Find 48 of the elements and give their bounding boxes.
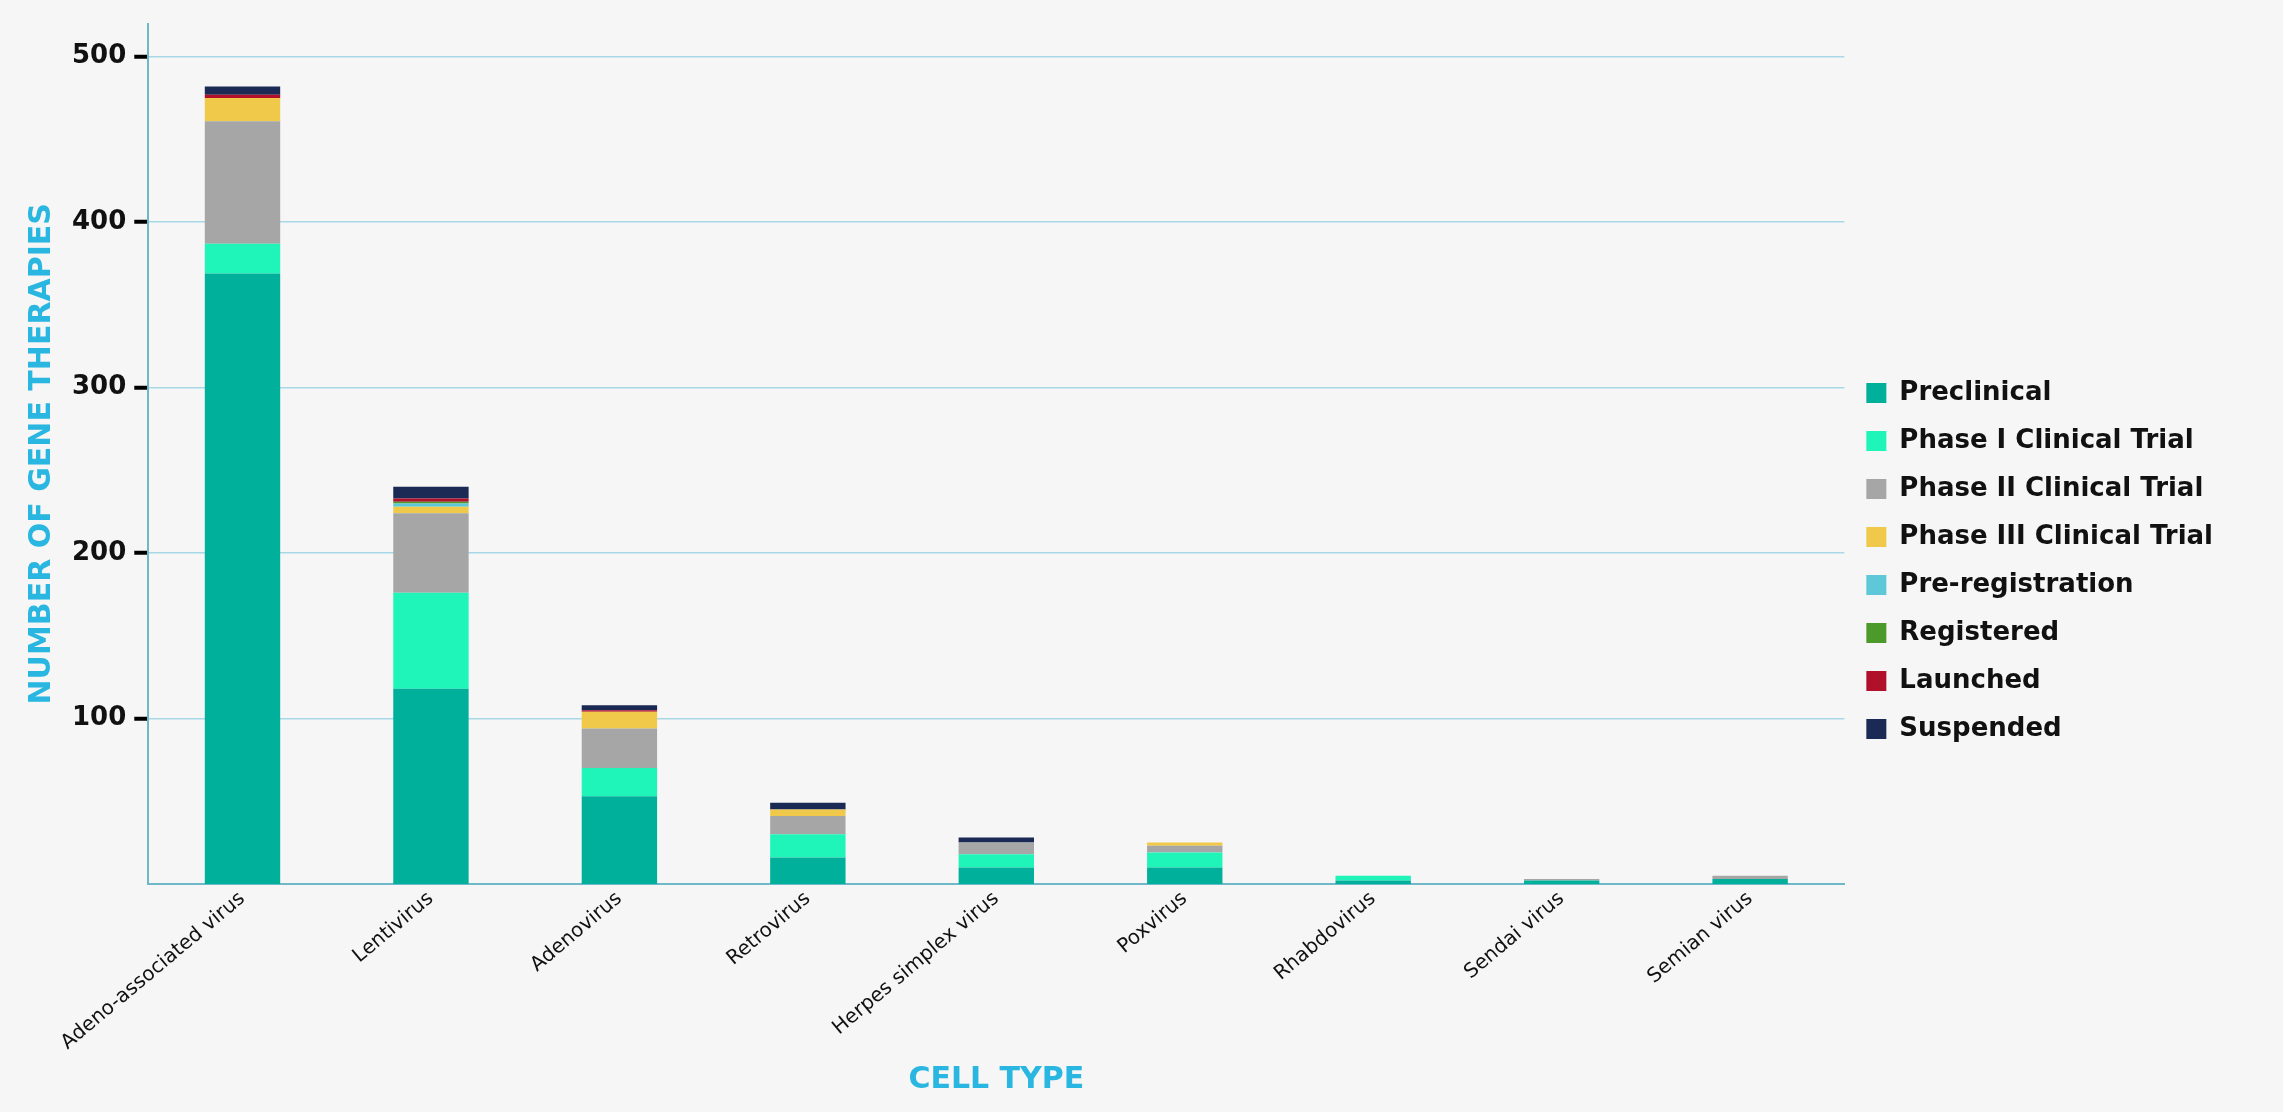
bar bbox=[770, 834, 846, 858]
bar bbox=[204, 98, 281, 122]
bar bbox=[204, 243, 281, 274]
bar bbox=[1712, 875, 1788, 879]
bar bbox=[1147, 845, 1223, 853]
bar bbox=[204, 273, 281, 884]
y-tick-label: 300 bbox=[71, 370, 127, 401]
bar bbox=[770, 816, 846, 835]
bar bbox=[958, 837, 1034, 843]
bar bbox=[204, 121, 281, 244]
x-axis-title: CELL TYPE bbox=[908, 1059, 1085, 1095]
bar bbox=[393, 486, 469, 499]
bar bbox=[958, 867, 1034, 884]
bar bbox=[581, 728, 658, 769]
bar bbox=[1147, 867, 1223, 884]
bar bbox=[958, 842, 1034, 855]
bar bbox=[1147, 852, 1223, 868]
legend-label: Pre-registration bbox=[1899, 567, 2134, 598]
bar bbox=[1712, 878, 1788, 884]
bar bbox=[393, 592, 469, 689]
bar bbox=[393, 688, 469, 884]
bar bbox=[958, 854, 1034, 868]
bar bbox=[581, 711, 658, 729]
legend-label: Phase III Clinical Trial bbox=[1899, 519, 2214, 550]
legend-label: Preclinical bbox=[1899, 375, 2052, 406]
y-tick-label: 200 bbox=[71, 535, 127, 566]
bar bbox=[770, 857, 846, 884]
y-axis-title: NUMBER OF GENE THERAPIES bbox=[21, 203, 57, 705]
bar bbox=[1335, 880, 1411, 884]
legend-label: Phase II Clinical Trial bbox=[1899, 471, 2204, 502]
legend-label: Phase I Clinical Trial bbox=[1899, 423, 2194, 454]
bar bbox=[204, 86, 281, 95]
y-tick-label: 100 bbox=[71, 701, 127, 732]
bar bbox=[1147, 842, 1223, 846]
bar bbox=[204, 94, 281, 99]
bar bbox=[1335, 875, 1411, 881]
bar bbox=[770, 802, 846, 810]
y-tick-label: 500 bbox=[71, 39, 127, 70]
bar bbox=[770, 809, 846, 817]
bar bbox=[581, 796, 658, 884]
bar bbox=[393, 513, 469, 593]
bar bbox=[581, 705, 658, 711]
legend-label: Registered bbox=[1899, 615, 2060, 646]
bar bbox=[581, 768, 658, 797]
bar bbox=[393, 506, 469, 514]
legend-label: Launched bbox=[1899, 663, 2041, 694]
y-tick-label: 400 bbox=[71, 204, 127, 235]
legend-label: Suspended bbox=[1899, 711, 2062, 742]
